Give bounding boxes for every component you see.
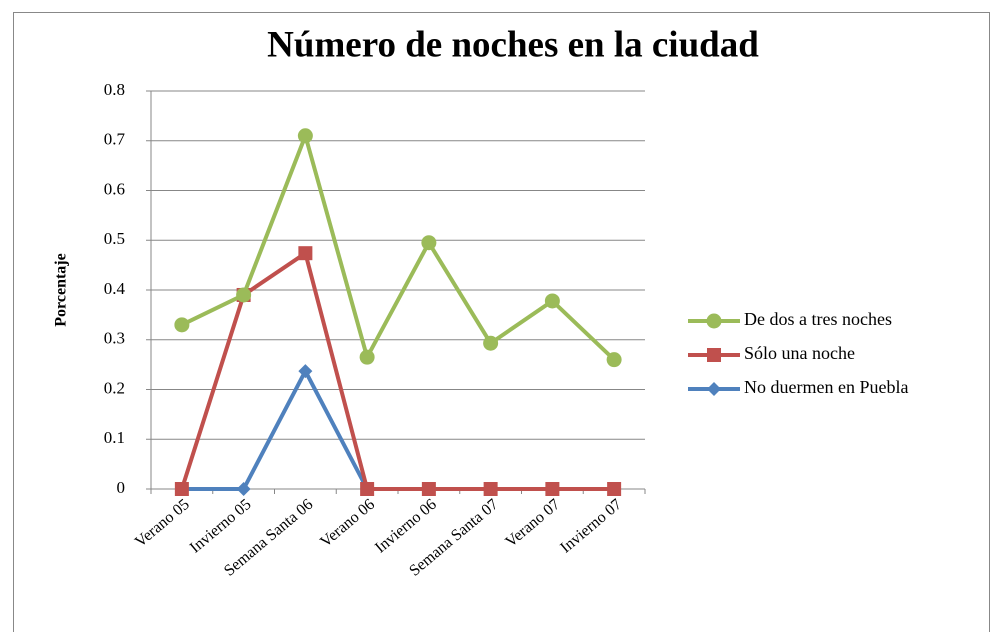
marker: [421, 482, 436, 496]
legend-label: Sólo una noche: [744, 343, 855, 363]
marker: [421, 235, 437, 251]
marker: [360, 482, 375, 496]
y-tick-label: 0.5: [104, 229, 125, 248]
marker: [298, 364, 313, 379]
y-tick-label: 0.3: [104, 329, 125, 348]
marker: [236, 287, 252, 303]
marker: [298, 246, 313, 261]
y-tick-label: 0: [117, 478, 126, 497]
y-tick-label: 0.2: [104, 378, 125, 397]
y-axis-title: Porcentaje: [53, 253, 70, 326]
marker: [483, 335, 499, 351]
y-tick-label: 0.4: [104, 279, 126, 298]
marker: [544, 293, 560, 309]
chart-title: Número de noches en la ciudad: [267, 24, 759, 65]
legend-label: No duermen en Puebla: [744, 377, 908, 397]
legend-label: De dos a tres noches: [744, 309, 892, 329]
marker: [297, 128, 313, 144]
marker: [607, 482, 622, 496]
marker: [174, 317, 190, 333]
marker: [706, 313, 722, 329]
y-tick-label: 0.1: [104, 428, 125, 447]
marker: [359, 349, 375, 365]
y-tick-label: 0.7: [104, 130, 126, 149]
series-line: [179, 251, 615, 491]
y-tick-label: 0.6: [104, 179, 125, 198]
series-line: [181, 133, 616, 362]
marker: [483, 482, 498, 496]
marker: [707, 382, 721, 396]
marker: [545, 482, 560, 496]
marker: [606, 352, 622, 368]
marker: [174, 482, 189, 496]
marker: [707, 348, 721, 362]
y-tick-label: 0.8: [104, 80, 125, 99]
marker: [236, 482, 251, 496]
